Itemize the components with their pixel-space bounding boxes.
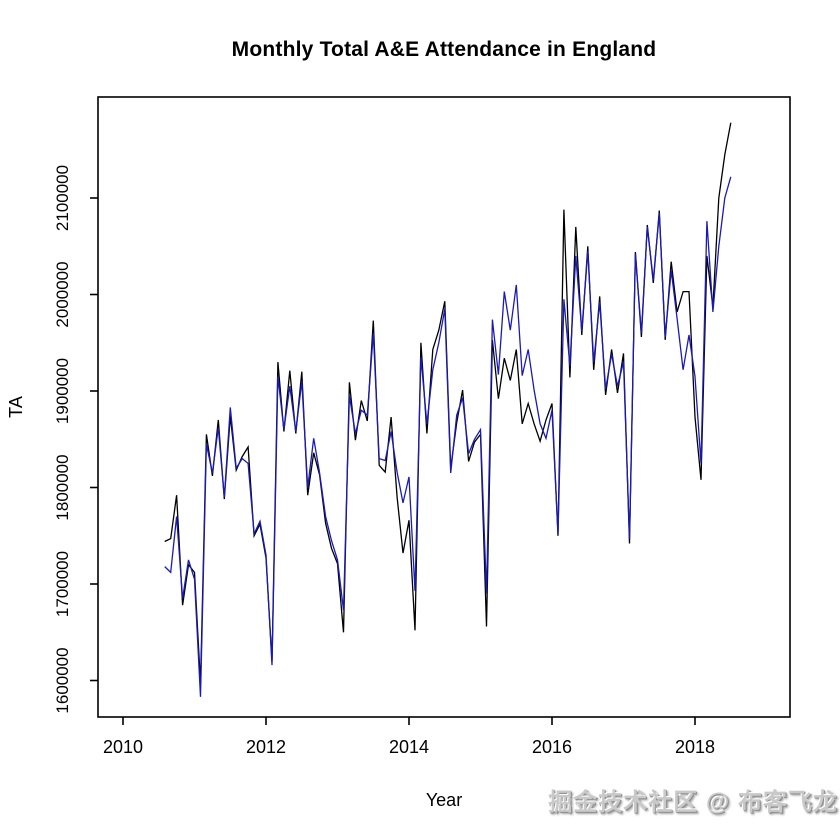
series-group: [164, 122, 732, 697]
x-axis-title: Year: [426, 790, 462, 810]
fitted-attendance-line: [164, 176, 732, 697]
y-tick-label: 1600000: [53, 647, 72, 713]
y-tick-label: 2000000: [53, 261, 72, 327]
x-tick-label: 2014: [389, 737, 429, 757]
x-tick-label: 2016: [532, 737, 572, 757]
x-tick-label: 2012: [246, 737, 286, 757]
watermark-text: 掘金技术社区 @ 布客飞龙: [548, 789, 838, 816]
chart-title: Monthly Total A&E Attendance in England: [231, 38, 657, 61]
y-axis-title: TA: [6, 396, 26, 418]
y-tick-label: 1700000: [53, 551, 72, 617]
x-tick-label: 2010: [103, 737, 143, 757]
y-axis: 1600000 1700000 1800000 1900000 2000000 21000…: [53, 165, 98, 714]
x-tick-label: 2018: [675, 737, 715, 757]
x-axis: 2010 2012 2014 2016 2018: [103, 717, 715, 757]
y-tick-label: 1900000: [53, 358, 72, 424]
plot-border-box: [97, 96, 791, 718]
y-tick-label: 1800000: [53, 454, 72, 520]
y-tick-label: 2100000: [53, 165, 72, 231]
